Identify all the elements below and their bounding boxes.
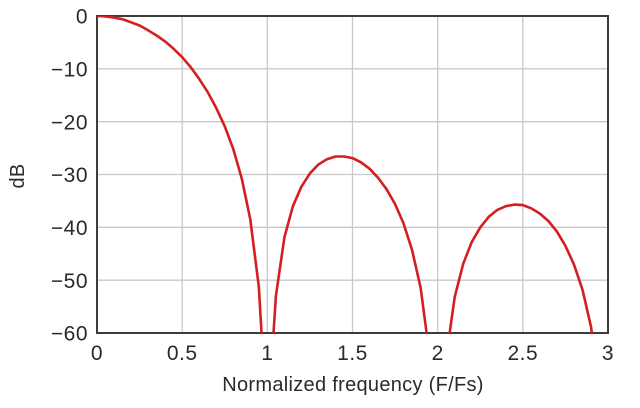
y-tick-label: −60 [51, 323, 88, 346]
x-axis-title: Normalized frequency (F/Fs) [222, 374, 484, 396]
y-tick-label: −20 [51, 111, 88, 134]
y-tick-label: −50 [51, 270, 88, 293]
x-tick-label: 1 [261, 342, 273, 365]
response-curve [97, 16, 594, 333]
y-tick-label: 0 [76, 6, 88, 29]
x-tick-label: 2.5 [507, 342, 538, 365]
x-tick-label: 0 [91, 342, 103, 365]
gridlines [97, 16, 608, 333]
y-tick-label: −30 [51, 164, 88, 187]
y-axis-title: dB [7, 163, 29, 188]
x-tick-label: 0.5 [167, 342, 198, 365]
x-tick-label: 3 [602, 342, 614, 365]
plot-frame [96, 15, 609, 334]
y-tick-label: −40 [51, 217, 88, 240]
x-tick-label: 1.5 [337, 342, 368, 365]
y-axis-tick-labels: 0 −10 −20 −30 −40 −50 −60 [51, 6, 88, 346]
x-axis-tick-labels: 0 0.5 1 1.5 2 2.5 3 [91, 342, 614, 365]
y-tick-label: −10 [51, 58, 88, 81]
x-tick-label: 2 [432, 342, 444, 365]
